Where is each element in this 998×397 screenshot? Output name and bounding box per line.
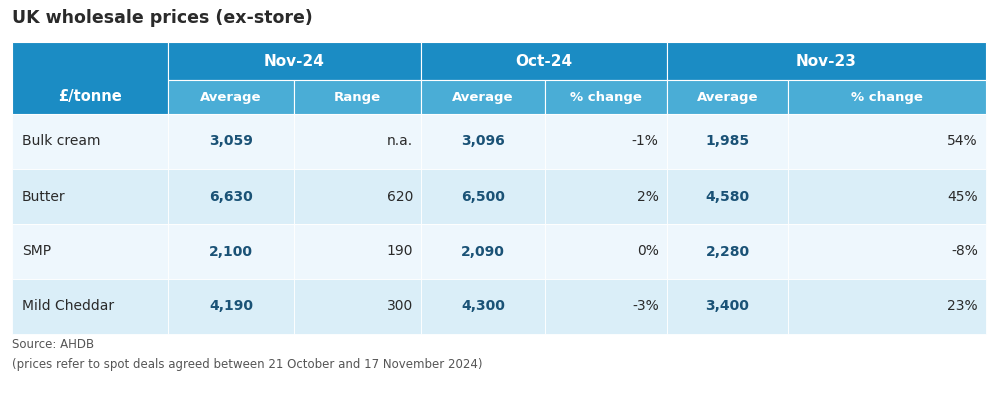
Bar [12, 42, 168, 114]
Bar [168, 169, 294, 224]
Bar [168, 224, 294, 279]
Text: 2,280: 2,280 [706, 245, 749, 258]
Text: Nov-23: Nov-23 [796, 54, 856, 69]
Text: 2%: 2% [637, 189, 659, 204]
Text: -1%: -1% [632, 135, 659, 148]
Text: 2,090: 2,090 [461, 245, 505, 258]
Text: SMP: SMP [22, 245, 51, 258]
Text: 620: 620 [387, 189, 413, 204]
Text: 6,630: 6,630 [210, 189, 252, 204]
Text: 3,059: 3,059 [210, 135, 252, 148]
Bar [788, 224, 986, 279]
Text: Oct-24: Oct-24 [515, 54, 573, 69]
Bar [12, 224, 168, 279]
Bar [545, 279, 667, 334]
Text: 4,300: 4,300 [461, 299, 505, 314]
Bar [421, 224, 545, 279]
Text: (prices refer to spot deals agreed between 21 October and 17 November 2024): (prices refer to spot deals agreed betwe… [12, 358, 482, 371]
Bar [667, 169, 788, 224]
Bar [294, 169, 421, 224]
Bar [168, 279, 294, 334]
Text: 45%: 45% [947, 189, 978, 204]
Bar [421, 279, 545, 334]
Bar [667, 114, 788, 169]
Text: 0%: 0% [637, 245, 659, 258]
Bar [788, 169, 986, 224]
Text: Average: Average [201, 91, 261, 104]
Text: Average: Average [697, 91, 758, 104]
Text: Butter: Butter [22, 189, 66, 204]
Text: 3,400: 3,400 [706, 299, 749, 314]
Text: -3%: -3% [632, 299, 659, 314]
Bar [667, 224, 788, 279]
Text: % change: % change [851, 91, 923, 104]
Text: 23%: 23% [947, 299, 978, 314]
Bar [545, 114, 667, 169]
Bar [421, 114, 545, 169]
Text: Mild Cheddar: Mild Cheddar [22, 299, 114, 314]
Bar [667, 80, 788, 114]
Bar [294, 224, 421, 279]
Text: n.a.: n.a. [387, 135, 413, 148]
Text: Average: Average [452, 91, 514, 104]
Text: 3,096: 3,096 [461, 135, 505, 148]
Text: 190: 190 [386, 245, 413, 258]
Bar [545, 169, 667, 224]
Bar [667, 279, 788, 334]
Bar [12, 279, 168, 334]
Text: 300: 300 [387, 299, 413, 314]
Bar [788, 279, 986, 334]
Bar [545, 80, 667, 114]
Bar [168, 80, 294, 114]
Text: 4,190: 4,190 [209, 299, 253, 314]
Bar [12, 169, 168, 224]
Bar [168, 114, 294, 169]
Bar [294, 80, 421, 114]
Bar [421, 169, 545, 224]
Bar [12, 114, 168, 169]
Text: Source: AHDB: Source: AHDB [12, 338, 94, 351]
Text: Range: Range [334, 91, 381, 104]
Text: 1,985: 1,985 [706, 135, 749, 148]
Text: £/tonne: £/tonne [58, 89, 122, 104]
Text: 2,100: 2,100 [209, 245, 253, 258]
Text: 6,500: 6,500 [461, 189, 505, 204]
Text: 4,580: 4,580 [706, 189, 749, 204]
Bar [788, 80, 986, 114]
Text: Bulk cream: Bulk cream [22, 135, 101, 148]
Bar [294, 279, 421, 334]
Bar [667, 42, 986, 80]
Bar [294, 114, 421, 169]
Bar [421, 42, 667, 80]
Bar [421, 80, 545, 114]
Text: -8%: -8% [951, 245, 978, 258]
Bar [168, 42, 421, 80]
Text: Nov-24: Nov-24 [264, 54, 324, 69]
Text: 54%: 54% [947, 135, 978, 148]
Bar [545, 224, 667, 279]
Text: % change: % change [570, 91, 642, 104]
Bar [788, 114, 986, 169]
Text: UK wholesale prices (ex-store): UK wholesale prices (ex-store) [12, 9, 312, 27]
